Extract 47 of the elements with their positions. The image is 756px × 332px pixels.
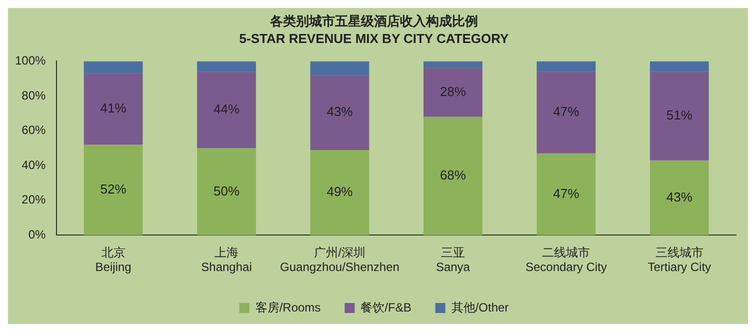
data-label: 47% bbox=[553, 104, 580, 120]
x-tick-label: 上海 Shanghai bbox=[201, 246, 252, 274]
y-tick-label: 60% bbox=[22, 123, 46, 138]
chart-title: 各类别城市五星级酒店收入构成比例 bbox=[269, 13, 478, 28]
y-tick-label: 20% bbox=[22, 192, 46, 207]
y-tick-label: 100% bbox=[14, 54, 46, 68]
legend-label: 餐饮/F&B bbox=[360, 300, 412, 314]
y-tick-label: 0% bbox=[28, 228, 46, 242]
bar bbox=[650, 61, 709, 72]
bar bbox=[310, 75, 370, 150]
x-tick-label: 北京 Beijing bbox=[95, 246, 132, 274]
y-tick-label: 40% bbox=[22, 158, 46, 172]
data-label: 28% bbox=[440, 84, 466, 100]
bar bbox=[197, 72, 256, 148]
data-label: 50% bbox=[214, 183, 240, 198]
x-tick-label: 三线城市 Tertiary City bbox=[648, 246, 712, 274]
legend-label: 客房/Rooms bbox=[255, 300, 321, 314]
bar bbox=[424, 116, 482, 236]
bar bbox=[84, 144, 143, 236]
x-tick-label: 三亚 Sanya bbox=[436, 246, 470, 274]
data-label: 44% bbox=[214, 102, 240, 116]
data-label: 43% bbox=[326, 104, 354, 120]
data-label: 51% bbox=[666, 108, 693, 123]
data-label: 47% bbox=[553, 186, 580, 201]
bar bbox=[536, 153, 596, 236]
x-tick-label: 广州/深圳 Guangzhou/Shenzhen bbox=[280, 246, 400, 274]
bar bbox=[84, 73, 143, 145]
legend-label: 其他/Other bbox=[451, 300, 509, 314]
data-label: 52% bbox=[100, 182, 127, 197]
bar bbox=[424, 61, 482, 68]
bar bbox=[310, 150, 370, 236]
bar bbox=[197, 61, 256, 72]
bar bbox=[650, 160, 709, 236]
bar bbox=[650, 72, 709, 160]
x-tick-label: 二线城市 Secondary City bbox=[525, 246, 607, 274]
bar bbox=[310, 61, 370, 76]
bar bbox=[536, 72, 596, 154]
bar bbox=[197, 148, 256, 236]
bar bbox=[536, 61, 596, 72]
y-tick-label: 80% bbox=[22, 88, 46, 102]
data-label: 43% bbox=[666, 189, 693, 204]
data-label: 41% bbox=[100, 100, 127, 116]
data-label: 49% bbox=[326, 184, 354, 200]
bar bbox=[84, 61, 143, 74]
bar bbox=[424, 68, 482, 117]
data-label: 68% bbox=[440, 168, 466, 183]
chart-subtitle: 5-STAR REVENUE MIX BY CITY CATEGORY bbox=[239, 30, 510, 46]
